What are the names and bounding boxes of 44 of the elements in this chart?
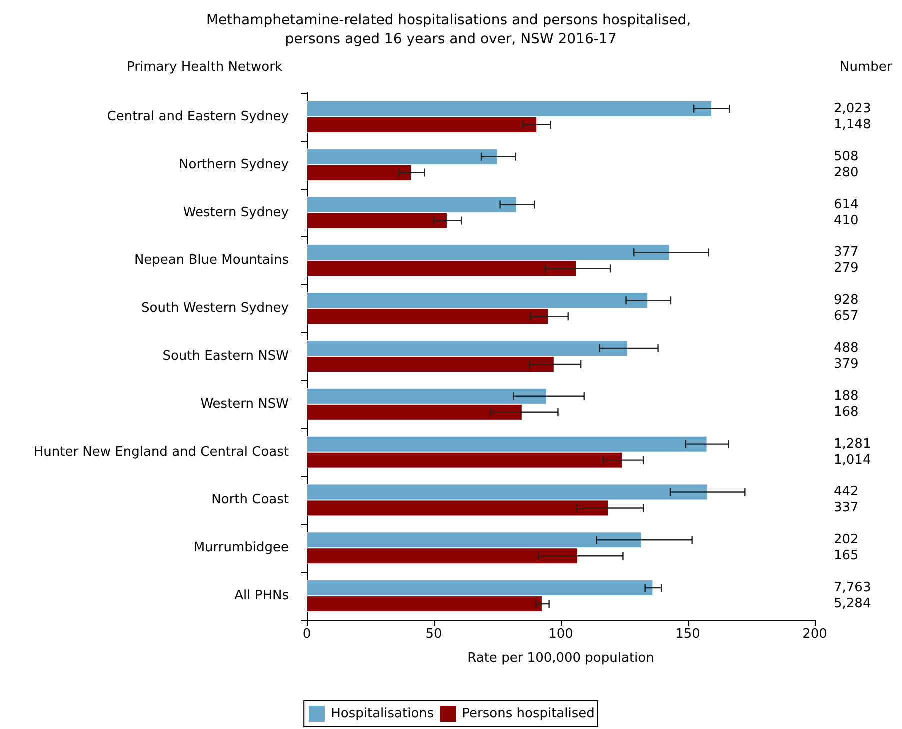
- x-axis-title: Rate per 100,000 population: [468, 651, 654, 666]
- y-tick-label: South Eastern NSW: [162, 349, 290, 364]
- legend-label: Hospitalisations: [331, 706, 434, 722]
- text: Number: [840, 60, 893, 75]
- y-tick-label: Central and Eastern Sydney: [107, 109, 290, 124]
- legend-label: Persons hospitalised: [462, 706, 595, 722]
- text: 508: [834, 149, 859, 164]
- text: 1,148: [834, 117, 872, 132]
- text: 1,014: [834, 452, 872, 468]
- text: 337: [834, 500, 859, 516]
- x-tick-label: 100: [548, 627, 574, 642]
- text: 5,284: [834, 596, 872, 612]
- y-tick-label: South Western Sydney: [142, 301, 290, 316]
- text: 377: [834, 245, 859, 260]
- text: 410: [834, 213, 859, 228]
- y-tick-label: Western NSW: [200, 396, 290, 412]
- text: 379: [834, 357, 859, 372]
- y-tick-label: North Coast: [212, 492, 289, 508]
- text: 928: [834, 293, 859, 308]
- text: 442: [834, 484, 859, 500]
- text: 280: [834, 165, 859, 180]
- text: 188: [834, 388, 859, 404]
- chart-title: Methamphetamine-related hospitalisations and persons hospitalised, persons aged 16 years and over, NSW 2016-17: [206, 12, 696, 48]
- x-tick-label: 150: [676, 627, 700, 642]
- y-tick-label: Hunter New England and Central Coast: [34, 444, 289, 460]
- text: 488: [834, 341, 859, 356]
- text: 165: [834, 548, 859, 564]
- text: 614: [834, 197, 859, 212]
- y-tick-label: Northern Sydney: [179, 157, 290, 172]
- y-tick-label: Western Sydney: [183, 205, 290, 220]
- x-tick-label: 200: [802, 627, 828, 642]
- text: 279: [834, 261, 859, 276]
- y-tick-label: Murrumbidgee: [194, 540, 289, 556]
- text: 2,023: [834, 101, 872, 116]
- text: 7,763: [834, 580, 872, 596]
- y-axis-title: Primary Health Network: [127, 60, 283, 75]
- y-tick-label: All PHNs: [234, 588, 290, 604]
- text: 202: [834, 532, 859, 548]
- y-tick-label: Nepean Blue Mountains: [134, 253, 290, 268]
- x-tick-label: 0: [302, 627, 312, 642]
- text: 168: [834, 404, 859, 420]
- text: 1,281: [834, 436, 872, 452]
- x-tick-label: 50: [426, 627, 442, 642]
- text: 657: [834, 309, 859, 324]
